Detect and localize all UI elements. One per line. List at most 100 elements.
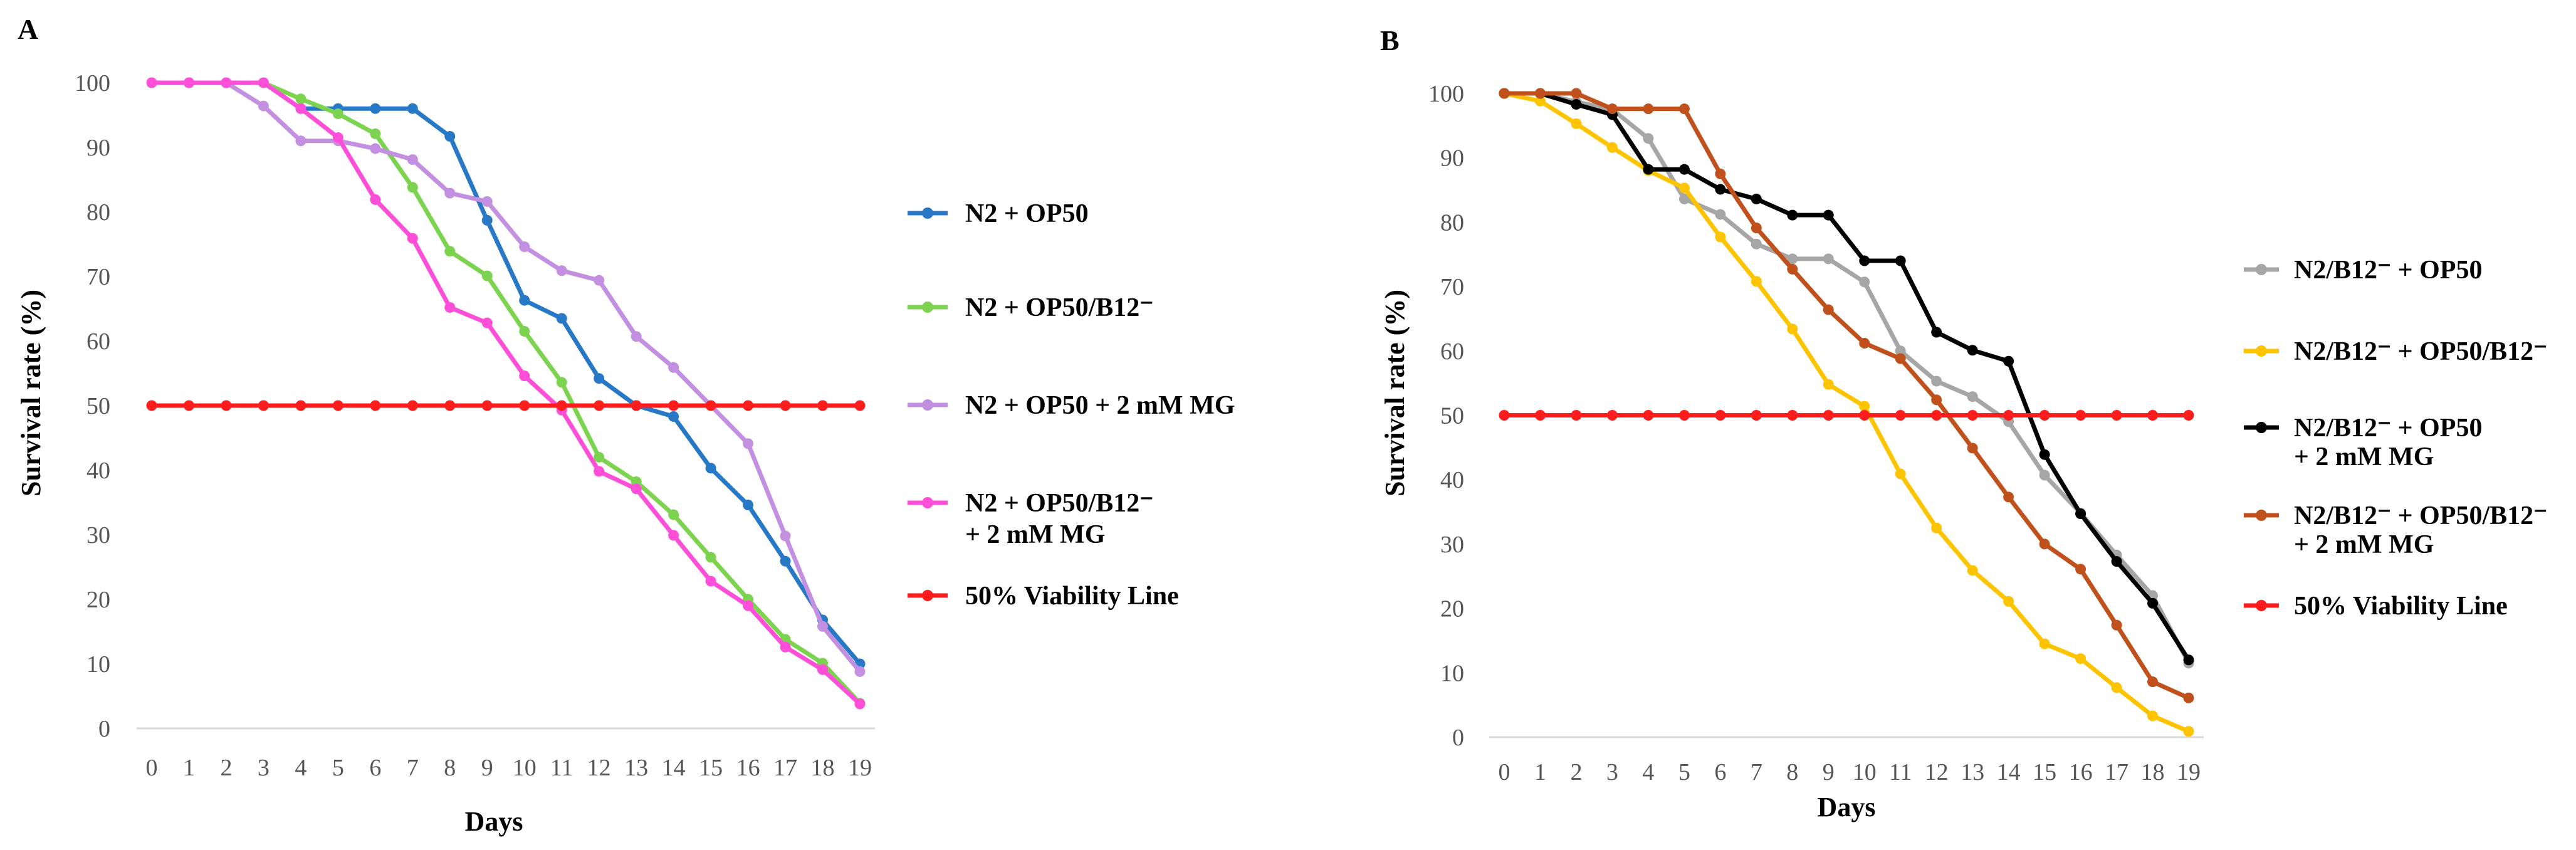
panel-a-y-tick-label: 50 [86,393,110,419]
panel-b-series-3-point [2183,654,2194,666]
panel-a-series-2-point [705,552,716,563]
panel-b-y-axis-title: Survival rate (%) [1380,290,1410,496]
panel-b-series-4-point [2183,692,2194,703]
panel-b-legend-label: N2/B12⁻ + OP50/B12⁻ [2294,501,2547,530]
panel-b-y-tick-label: 60 [1440,338,1464,365]
panel-a-series-2-point [444,246,456,257]
panel-b-series-3-point [1895,255,1906,266]
panel-b-series-4-point [2111,619,2122,631]
panel-a-series-1-point [556,313,567,324]
panel-b-series-1-point [1643,133,1654,144]
panel-a-x-tick-label: 4 [295,755,306,781]
panel-b-series-3-point [1643,164,1654,175]
panel-a-series-5-point [221,400,232,411]
panel-b-series-5-point [1931,410,1942,421]
panel-a-x-tick-label: 8 [444,755,456,781]
panel-a-series-3-point [556,265,567,276]
panel-b-x-tick-label: 1 [1534,759,1546,785]
panel-b-legend-entry-5: 50% Viability Line [2244,592,2508,621]
panel-a-legend-entry-3: N2 + OP50 + 2 mM MG [908,391,1235,420]
panel-a-series-5-point [854,400,866,411]
panel-b-series-3-point [2147,597,2159,609]
panel-a-x-tick-label: 17 [773,755,797,781]
panel-b-series-5-point [2111,410,2122,421]
panel-a-series-5-point [631,400,642,411]
panel-a-series-4-point [221,77,232,88]
panel-b-series-3 [1499,88,2194,666]
panel-a-legend-marker [922,399,933,411]
panel-b-series-1-point [1787,253,1798,265]
panel-b-series-5-point [2147,410,2159,421]
panel-b-legend-label: 50% Viability Line [2294,592,2508,621]
panel-a-series-1-point [705,463,716,474]
panel-a-x-tick-label: 15 [699,755,723,781]
panel-a-series-2-point [332,108,343,119]
panel-b-series-4-point [1678,103,1690,115]
panel-a-legend-marker [922,497,933,508]
panel-a-series-2-point [481,270,493,281]
panel-a-series-5-point [743,400,754,411]
panel-a-series-3-point [519,241,530,253]
panel-b-series-4-point [1787,263,1798,275]
panel-b-series-3-point [2039,449,2050,460]
panel-b-series-3-point [1931,327,1942,338]
panel-a-series-1-point [519,295,530,306]
panel-b-series-5-point [1859,410,1870,421]
panel-a-legend-label: N2 + OP50/B12⁻ [965,489,1153,518]
panel-b-legend-entry-3: N2/B12⁻ + OP50+ 2 mM MG [2244,414,2482,471]
panel-b-y-tick-label: 10 [1440,660,1464,686]
panel-a-series-4-point [332,132,343,144]
panel-a-series-4-point [631,483,642,495]
panel-a-x-tick-label: 16 [736,755,760,781]
panel-b-series-2-line [1504,91,2190,734]
panel-b-series-4-point [2147,676,2159,688]
panel-b-legend-marker [2256,510,2267,521]
panel-b-series-5-point [1787,410,1798,421]
panel-a-legend-marker [922,590,933,601]
panel-a-series-2-point [407,182,418,193]
panel-b-series-2-point [1859,401,1870,412]
panel-b-series-5-point [1499,410,1510,421]
panel-b-series-1-point [1859,276,1870,288]
panel-a-series-3-point [481,196,493,207]
panel-b-series-4-point [1931,394,1942,406]
panel-b-series-3-point [1571,98,1582,110]
panel-b-series-3-point [1751,193,1762,204]
panel-b-series-2-point [1931,522,1942,533]
panel-b-series-3-line [1504,91,2191,661]
panel-a-y-tick-label: 10 [86,651,110,678]
panel-a-legend-entry-5: 50% Viability Line [908,582,1179,611]
panel-a-series-4-line [152,80,862,706]
panel-b-series-3-point [1787,209,1798,221]
panel-b-series-5-point [1967,410,1978,421]
panel-a-series-5-point [594,400,605,411]
panel-a-series-5-point [332,400,343,411]
panel-b-series-4-point [1534,88,1546,99]
panel-a-y-tick-label: 60 [86,328,110,355]
panel-b-series-5-point [1715,410,1726,421]
panel-b-series-3-point [1715,184,1726,195]
panel-b-series-3-point [2075,508,2086,520]
panel-a-series-5-point [183,400,194,411]
panel-b-series-5-point [1534,410,1546,421]
panel-a-x-tick-label: 3 [258,755,270,781]
panel-b-legend-entry-2: N2/B12⁻ + OP50/B12⁻ [2244,337,2547,366]
panel-a-series-1-point [668,411,679,422]
panel-a-series-4 [146,77,866,710]
panel-a-series-2-point [295,93,306,105]
panel-b-x-tick-label: 9 [1823,759,1835,785]
panel-b-series-2-point [1787,323,1798,335]
panel-a-series-3-point [780,530,791,542]
panel-b-series-5-point [2039,410,2050,421]
panel-a-series-5-point [780,400,791,411]
panel-b-series-4-point [1715,168,1726,179]
panel-b-x-tick-label: 0 [1499,759,1511,785]
panel-a-series-3-point [407,154,418,165]
panel-a-series-1-point [594,373,605,384]
panel-a-series-3-point [370,143,381,154]
panel-a-series-3-point [258,100,269,112]
panel-b-x-tick-label: 6 [1714,759,1726,785]
panel-b-x-tick-label: 15 [2033,759,2056,785]
panel-b-series-2-point [1606,142,1618,153]
